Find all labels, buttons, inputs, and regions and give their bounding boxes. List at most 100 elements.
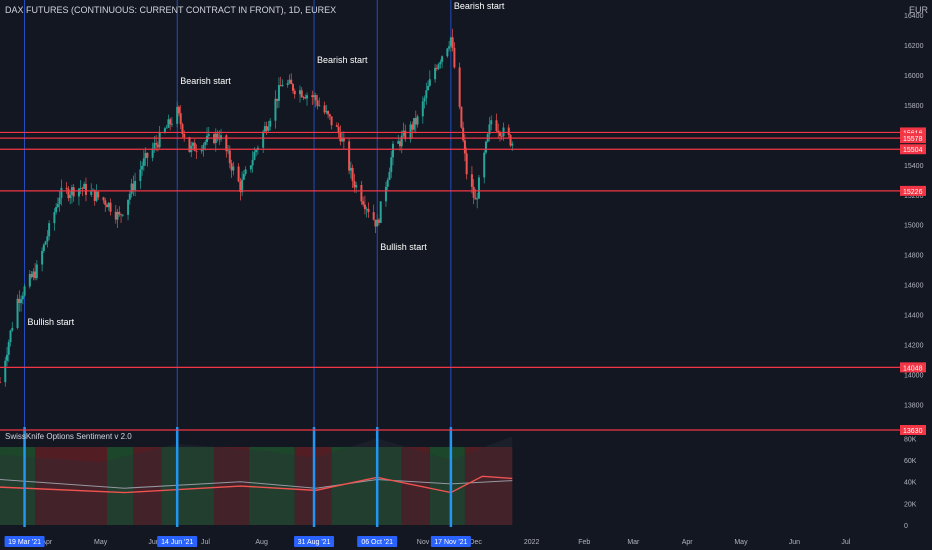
candle-body [453,47,456,68]
candle-body [499,132,501,136]
candle-body [263,126,266,132]
candle-body [339,132,342,142]
candle-body [176,106,179,124]
time-tick-label: Mar [627,539,640,546]
candle-body [155,143,158,145]
level-price-badge [900,362,926,373]
candle-body [472,186,475,198]
indicator-title[interactable]: SwissKnife Options Sentiment v 2.0 [5,432,132,441]
candle-body [327,111,330,115]
candle-body [191,142,194,146]
candle-body [318,105,321,107]
candle-body [448,46,451,49]
candle-body [72,187,75,197]
price-tick-label: 16400 [904,13,924,20]
level-price-label: 15226 [903,189,923,196]
candle-body [163,128,166,132]
time-tick-label: Jul [201,539,210,546]
candle-body [6,354,9,361]
time-tick-label: Jun [789,539,800,546]
candle-body [170,123,173,125]
time-tick-label: 2022 [524,539,540,546]
candle-body [342,138,345,142]
candle-body [79,187,82,189]
candle-body [118,211,121,215]
price-tick-label: 16200 [904,43,924,50]
candle-body [446,48,449,57]
time-tick-label: Dec [469,539,482,546]
candle-body [21,295,24,300]
candle-body [239,181,242,193]
candle-body [474,197,477,200]
candle-body [249,165,252,170]
candle-body [77,188,80,197]
candle-body [0,382,1,383]
candle-body [114,211,117,220]
level-price-label: 15578 [903,136,923,143]
candle-body [404,130,407,140]
sentiment-column [429,447,465,525]
candle-body [183,134,186,138]
candle-body [409,124,412,140]
level-price-badge [900,185,926,196]
candle-body [304,97,307,99]
sentiment-column [0,447,36,525]
candle-body [181,124,184,135]
price-tick-label: 13800 [904,403,924,410]
candle-body [425,90,428,99]
candle-body [299,90,301,95]
candle-body [288,79,291,84]
candle-body [167,119,170,128]
candle-body [106,204,109,208]
candle-body [218,138,221,140]
candle-body [337,126,340,133]
candle-body [360,184,363,202]
candle-body [460,106,463,128]
candle-body [141,165,144,170]
candle-body [402,130,405,136]
annotation-label: Bearish start [454,1,505,11]
candle-body [146,152,149,158]
candle-body [300,90,303,98]
candle-body [277,85,280,101]
candle-body [121,214,124,216]
candle-body [153,143,156,149]
time-tick-label: Apr [682,539,694,546]
candle-body [81,187,84,189]
time-tick-label: May [734,539,748,546]
time-tick-label: Jul [841,539,850,546]
candle-body [497,130,500,133]
candle-body [120,214,123,216]
candle-body [367,208,370,213]
candle-body [46,236,49,242]
candle-body [376,219,379,227]
candle-body [384,186,387,202]
candle-body [348,141,351,171]
date-badge-label: 31 Aug '21 [298,539,331,546]
level-price-badge [900,127,926,138]
candle-body [397,141,400,144]
date-badge-label: 17 Nov '21 [434,539,467,546]
candle-body [165,127,168,129]
candle-body [202,144,205,151]
candle-body [132,183,135,191]
candle-body [399,141,401,147]
candle-body [32,271,35,278]
candle-body [374,219,377,227]
candle-body [97,191,100,198]
candle-body [437,64,440,69]
candle-body [93,189,96,201]
candle-body [262,131,265,148]
candle-body [227,150,230,152]
candle-body [509,135,512,146]
candle-body [462,127,465,141]
time-tick-label: Apr [41,539,53,546]
level-price-label: 14048 [903,365,923,372]
candle-body [511,143,514,146]
candle-body [362,201,365,205]
currency-label[interactable]: EUR [909,5,929,15]
price-tick-label: 15200 [904,193,924,200]
sentiment-line-red [0,475,513,494]
